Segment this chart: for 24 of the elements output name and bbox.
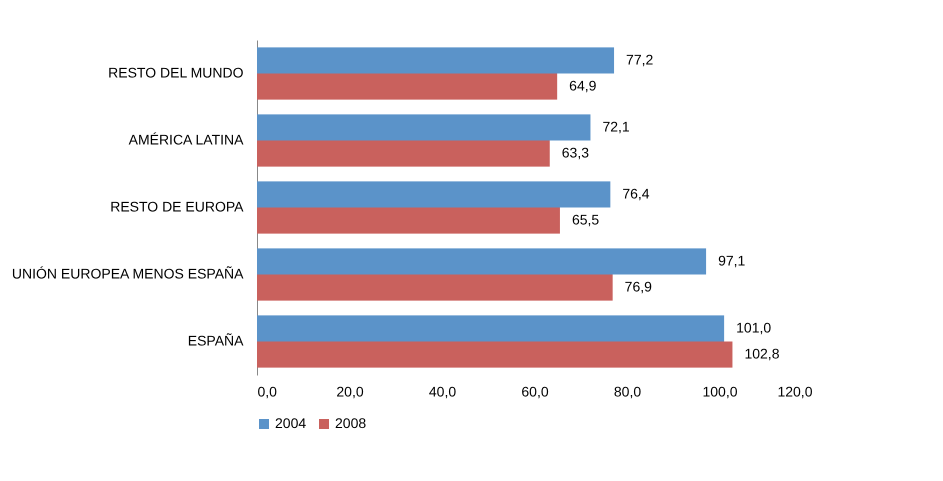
x-tick-label: 120,0 <box>777 384 813 400</box>
x-tick-label: 20,0 <box>336 384 364 400</box>
data-label: 64,9 <box>569 78 597 94</box>
data-label: 63,3 <box>562 144 590 161</box>
data-label: 72,1 <box>602 118 630 134</box>
y-tick-label: RESTO DE EUROPA <box>110 198 244 214</box>
x-tick-label: 80,0 <box>614 384 642 400</box>
y-tick-label: ESPAÑA <box>188 332 244 348</box>
data-label: 102,8 <box>744 346 780 362</box>
data-label: 97,1 <box>718 252 746 268</box>
data-label: 65,5 <box>572 212 600 228</box>
legend-label: 2004 <box>275 415 306 431</box>
x-tick-label: 100,0 <box>702 384 738 400</box>
data-label: 76,4 <box>622 185 650 202</box>
x-tick-label: 60,0 <box>521 384 549 400</box>
data-label: 77,2 <box>626 51 654 68</box>
x-tick-label: 0,0 <box>258 384 278 400</box>
y-tick-label: RESTO DEL MUNDO <box>108 64 244 80</box>
y-tick-label: UNIÓN EUROPEA MENOS ESPAÑA <box>12 266 244 282</box>
data-label: 101,0 <box>736 319 772 336</box>
data-label: 76,9 <box>624 278 652 295</box>
x-tick-label: 40,0 <box>428 384 456 400</box>
legend-label: 2008 <box>335 415 366 431</box>
y-tick-label: AMÉRICA LATINA <box>128 132 244 148</box>
